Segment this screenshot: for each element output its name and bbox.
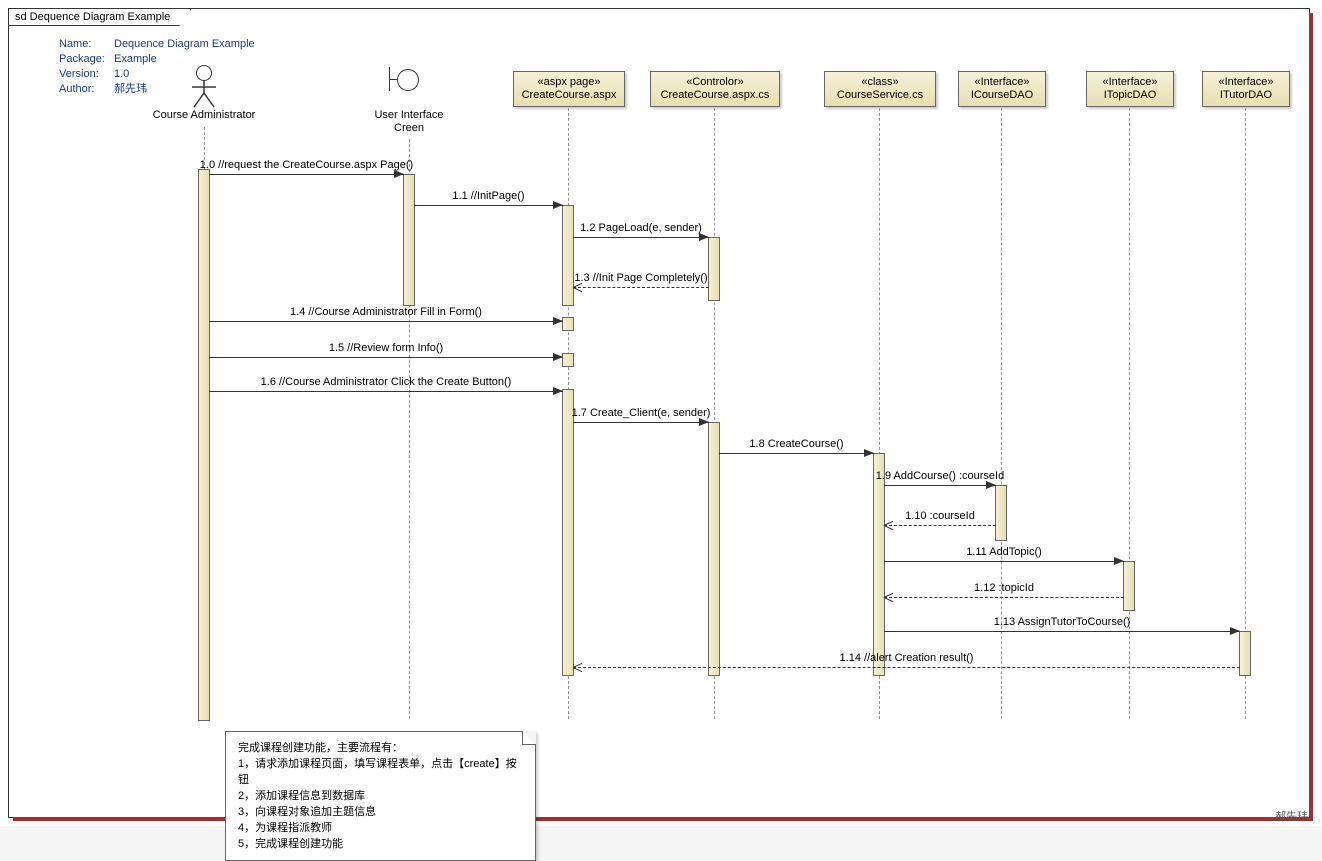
activation-aspx-6 [562,389,574,676]
actor-label: Course Administrator [134,109,274,122]
note-content: 完成课程创建功能，主要流程有：1，请求添加课程页面，填写课程表单，点击【crea… [238,740,523,852]
message-line-m1_5 [209,357,563,358]
note-fold-icon [522,731,536,745]
meta-version-value: 1.0 [114,67,129,82]
activation-controller-7 [708,422,720,676]
message-label-m1_10: 1.10 :courseId [905,510,975,522]
note-line: 2，添加课程信息到数据库 [238,788,523,804]
diagram-container: sd Dequence Diagram Example Name:Dequenc… [0,0,1322,826]
arrow-m1_5 [553,353,563,361]
message-line-m1_8 [719,453,874,454]
lifeline-box-itopic: «Interface»ITopicDAO [1086,71,1174,107]
message-label-m1_6: 1.6 //Course Administrator Click the Cre… [261,376,512,388]
meta-name-label: Name: [59,37,114,52]
message-label-m1_12: 1.12 :topicId [974,582,1034,594]
message-line-m1_10 [884,525,996,526]
message-line-m1_1 [414,205,563,206]
frame-title: sd Dequence Diagram Example [15,11,170,23]
lifeline-itutor [1245,108,1246,719]
message-line-m1_3 [573,287,709,288]
note-line: 4，为课程指派教师 [238,820,523,836]
note-line: 5，完成课程创建功能 [238,836,523,852]
note-line: 3，向课程对象追加主题信息 [238,804,523,820]
arrow-m1_1 [553,201,563,209]
actor-head-icon [196,65,212,81]
activation-aspx-2 [562,205,574,306]
message-line-m1_2 [573,237,709,238]
activation-itopic-10 [1123,561,1135,611]
arrow-m1_4 [553,317,563,325]
arrow-m1_0 [394,170,404,178]
lifeline-box-itutor: «Interface»ITutorDAO [1202,71,1290,107]
diagram-frame: sd Dequence Diagram Example Name:Dequenc… [8,8,1310,818]
meta-author-label: Author: [59,82,114,97]
message-label-m1_5: 1.5 //Review form Info() [329,342,443,354]
lifeline-box-aspx: «aspx page»CreateCourse.aspx [513,71,625,107]
activation-icourse-9 [995,485,1007,541]
meta-author-value: 郝先玮 [114,82,147,97]
meta-package-value: Example [114,52,157,67]
arrow-m1_7 [699,418,709,426]
message-label-m1_13: 1.13 AssignTutorToCourse() [994,616,1131,628]
message-label-m1_11: 1.11 AddTopic() [966,546,1042,558]
frame-shadow-bottom [13,817,1313,821]
message-label-m1_8: 1.8 CreateCourse() [749,438,843,450]
boundary-connector-icon [389,79,397,80]
meta-info: Name:Dequence Diagram Example Package:Ex… [59,37,255,97]
arrow-m1_8 [864,449,874,457]
message-line-m1_12 [884,597,1124,598]
message-label-m1_1: 1.1 //InitPage() [452,190,524,202]
note-line: 1，请求添加课程页面，填写课程表单，点击【create】按钮 [238,756,523,788]
arrow-m1_11 [1114,557,1124,565]
meta-version-label: Version: [59,67,114,82]
message-label-m1_0: 1.0 //request the CreateCourse.aspx Page… [200,159,413,171]
message-line-m1_9 [884,485,996,486]
message-label-m1_7: 1.7 Create_Client(e, sender) [572,407,711,419]
message-line-m1_13 [884,631,1240,632]
arrow-m1_9 [986,481,996,489]
message-line-m1_0 [209,174,404,175]
message-line-m1_6 [209,391,563,392]
activation-boundary-1 [403,174,415,306]
arrow-m1_13 [1230,627,1240,635]
note-line: 完成课程创建功能，主要流程有： [238,740,523,756]
message-label-m1_4: 1.4 //Course Administrator Fill in Form(… [290,306,482,318]
activation-service-8 [873,453,885,676]
message-label-m1_2: 1.2 PageLoad(e, sender) [580,222,702,234]
activation-aspx-4 [562,317,574,331]
message-line-m1_7 [573,422,709,423]
lifeline-box-controller: «Controlor»CreateCourse.aspx.cs [650,71,780,107]
lifeline-box-icourse: «Interface»ICourseDAO [958,71,1046,107]
activation-itutor-11 [1239,631,1251,676]
activation-actor-0 [198,169,210,721]
meta-package-label: Package: [59,52,114,67]
message-line-m1_14 [573,667,1240,668]
activation-controller-3 [708,237,720,301]
boundary-circle-icon [397,69,419,91]
message-label-m1_14: 1.14 //alert Creation result() [840,652,974,664]
lifeline-box-service: «class»CourseService.cs [824,71,936,107]
message-line-m1_11 [884,561,1124,562]
meta-name-value: Dequence Diagram Example [114,37,255,52]
actor-body-icon [189,81,219,112]
message-label-m1_9: 1.9 AddCourse() :courseId [876,470,1004,482]
note-box: 完成课程创建功能，主要流程有：1，请求添加课程页面，填写课程表单，点击【crea… [225,731,536,861]
frame-shadow-right [1309,13,1313,821]
arrow-m1_6 [553,387,563,395]
watermark: 郝先玮 [1275,808,1308,824]
activation-aspx-5 [562,353,574,367]
message-label-m1_3: 1.3 //Init Page Completely() [574,272,707,284]
frame-title-tab: sd Dequence Diagram Example [9,9,191,26]
message-line-m1_4 [209,321,563,322]
boundary-label: User InterfaceCreen [374,109,443,135]
arrow-m1_2 [699,233,709,241]
